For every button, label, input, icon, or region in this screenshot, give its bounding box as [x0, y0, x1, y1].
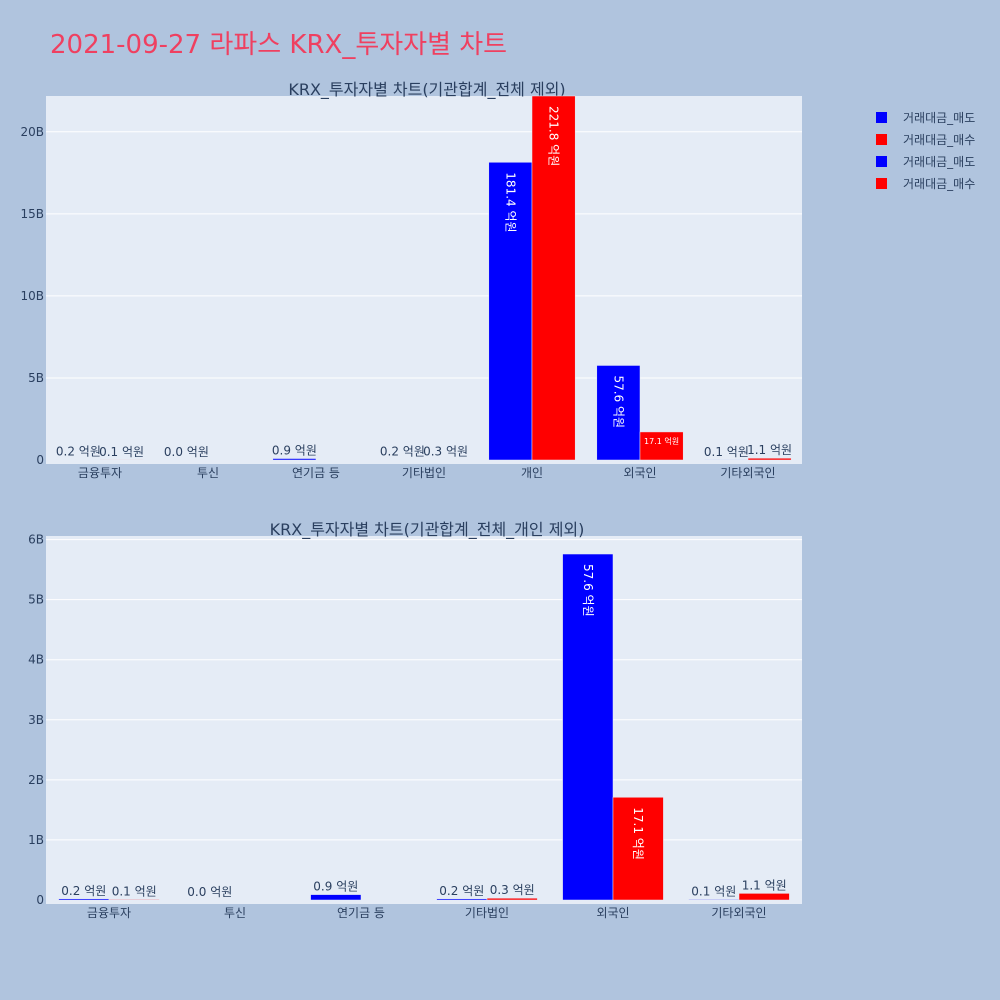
- chart-title: KRX_투자자별 차트(기관합계_전체_개인 제외): [270, 520, 585, 540]
- data-label: 0.9 억원: [313, 880, 358, 894]
- buy-bar: [108, 899, 160, 901]
- buy-bar: [738, 893, 790, 901]
- x-tick-label: 기타외국인: [720, 466, 775, 480]
- legend-swatch-buy: [876, 177, 887, 189]
- x-tick-label: 기타법인: [465, 906, 509, 920]
- data-label: 1.1 억원: [747, 443, 792, 457]
- y-tick-label: 2B: [28, 773, 44, 787]
- buy-bar: [747, 457, 792, 461]
- x-tick-label: 외국인: [623, 466, 656, 480]
- legend-label: 거래대금_매도: [903, 154, 976, 169]
- data-label: 0.2 억원: [56, 445, 101, 459]
- legend-item[interactable]: 거래대금_매수: [876, 128, 975, 150]
- x-tick-label: 금융투자: [87, 906, 131, 920]
- legend-swatch-sell: [876, 111, 887, 123]
- x-tick-label: 연기금 등: [337, 906, 385, 920]
- y-tick-label: 15B: [20, 207, 44, 221]
- x-tick-label: 연기금 등: [292, 466, 340, 480]
- legend-swatch-buy: [876, 133, 887, 145]
- legend-item[interactable]: 거래대금_매도: [876, 150, 975, 172]
- y-tick-label: 6B: [28, 533, 44, 547]
- data-label: 0.2 억원: [439, 884, 484, 898]
- data-label: 57.6 억원: [581, 564, 595, 617]
- y-tick-label: 3B: [28, 713, 44, 727]
- data-label: 0.3 억원: [423, 445, 468, 459]
- sell-bar: [488, 162, 533, 461]
- buy-bar: [486, 897, 538, 901]
- y-tick-label: 20B: [20, 125, 44, 139]
- buy-bar: [639, 431, 684, 461]
- chart-title: KRX_투자자별 차트(기관합계_전체 제외): [288, 80, 565, 100]
- data-label: 0.1 억원: [112, 884, 157, 898]
- data-label: 0.3 억원: [490, 883, 535, 897]
- sell-bar: [562, 553, 614, 901]
- sell-bar: [596, 365, 641, 461]
- plot-area: [46, 96, 802, 464]
- buy-bar: [531, 95, 576, 461]
- data-label: 0.0 억원: [164, 445, 209, 459]
- sell-bar: [58, 898, 110, 901]
- y-tick-label: 0: [36, 453, 44, 467]
- x-tick-label: 기타외국인: [711, 906, 766, 920]
- y-tick-label: 5B: [28, 371, 44, 385]
- data-label: 0.1 억원: [99, 445, 144, 459]
- legend: 거래대금_매도 거래대금_매수 거래대금_매도 거래대금_매수: [876, 106, 975, 194]
- data-label: 1.1 억원: [742, 878, 787, 892]
- x-tick-label: 개인: [521, 466, 543, 480]
- y-tick-label: 0: [36, 893, 44, 907]
- data-label: 0.9 억원: [272, 444, 317, 458]
- x-tick-label: 투신: [224, 906, 246, 920]
- data-label: 0.2 억원: [380, 445, 425, 459]
- sell-bar: [688, 899, 740, 901]
- legend-item[interactable]: 거래대금_매도: [876, 106, 975, 128]
- data-label: 57.6 억원: [611, 375, 625, 428]
- y-tick-label: 1B: [28, 833, 44, 847]
- y-tick-label: 4B: [28, 653, 44, 667]
- legend-swatch-sell: [876, 155, 887, 167]
- sell-bar: [310, 894, 362, 901]
- data-label: 0.1 억원: [691, 884, 736, 898]
- sell-bar: [436, 898, 488, 901]
- data-label: 17.1 억원: [631, 807, 645, 860]
- data-label: 17.1 억원: [644, 436, 679, 446]
- data-label: 0.1 억원: [704, 445, 749, 459]
- legend-label: 거래대금_매도: [903, 110, 976, 125]
- buy-bar: [612, 797, 664, 901]
- page-title: 2021-09-27 라파스 KRX_투자자별 차트: [50, 30, 508, 60]
- x-tick-label: 기타법인: [402, 466, 446, 480]
- data-label: 221.8 억원: [547, 106, 561, 166]
- data-label: 0.2 억원: [61, 884, 106, 898]
- data-label: 0.0 억원: [187, 885, 232, 899]
- x-tick-label: 외국인: [596, 906, 629, 920]
- legend-item[interactable]: 거래대금_매수: [876, 172, 975, 194]
- x-tick-label: 투신: [197, 466, 219, 480]
- legend-label: 거래대금_매수: [903, 176, 976, 191]
- y-tick-label: 10B: [20, 289, 44, 303]
- data-label: 181.4 억원: [503, 172, 517, 232]
- sell-bar: [272, 458, 317, 461]
- y-tick-label: 5B: [28, 593, 44, 607]
- legend-label: 거래대금_매수: [903, 132, 976, 147]
- x-tick-label: 금융투자: [78, 466, 122, 480]
